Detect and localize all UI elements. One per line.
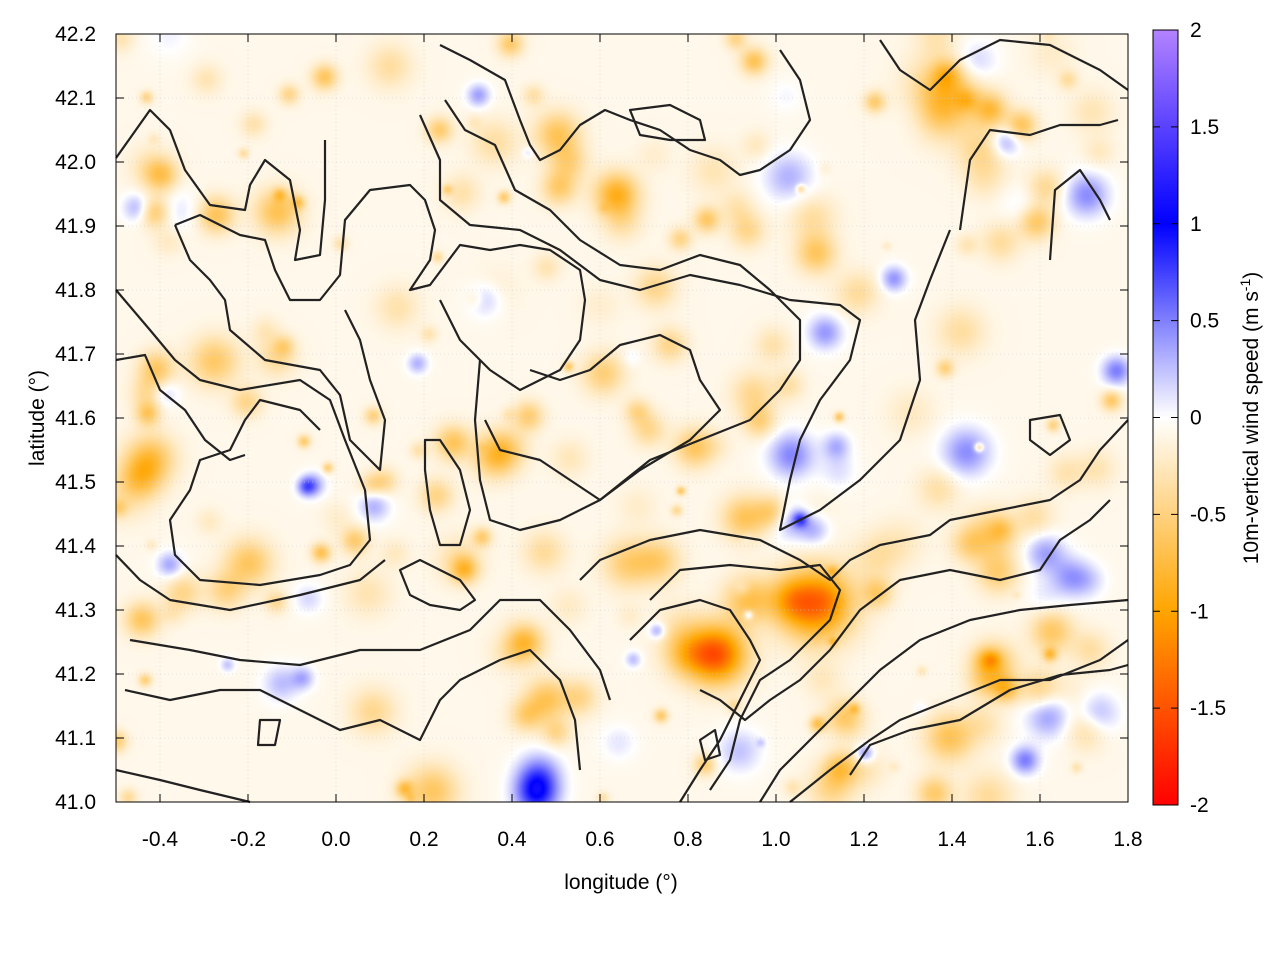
colorbar-tick-label: 0.5 (1190, 310, 1219, 333)
contour-line (115, 768, 251, 804)
y-tick-label: 42.1 (55, 87, 96, 110)
x-tick-label: 0.0 (321, 828, 350, 851)
x-tick-label: 1.6 (1025, 828, 1054, 851)
x-tick-label: -0.2 (230, 828, 266, 851)
colorbar-tick-label: -2 (1190, 794, 1209, 817)
y-tick-label: 41.0 (55, 791, 96, 814)
colorbar-tick-label: -1 (1190, 600, 1209, 623)
contour-line (115, 353, 246, 462)
y-tick-label: 42.0 (55, 151, 96, 174)
colorbar-tick-label: 2 (1190, 19, 1202, 42)
contour-line (115, 108, 327, 262)
colorbar-tick-label: -1.5 (1190, 697, 1226, 720)
y-tick-label: 41.9 (55, 215, 96, 238)
y-tick-label: 41.1 (55, 727, 96, 750)
y-tick-label: 41.5 (55, 471, 96, 494)
colorbar-tick-label: 0 (1190, 407, 1202, 430)
x-axis-label: longitude (°) (564, 871, 677, 894)
colorbar-ticks: 2 1.5 1 0.5 0 -0.5 -1 -1.5 -2 (1153, 19, 1226, 817)
x-tick-label: 0.4 (497, 828, 527, 851)
x-tick-label: 1.0 (761, 828, 790, 851)
contour-line (174, 183, 587, 392)
contour-line (849, 663, 1129, 776)
contour-line (398, 558, 477, 612)
y-tick-label: 41.4 (55, 535, 96, 558)
contour-line (1028, 413, 1072, 457)
contour-line (256, 718, 282, 747)
colorbar-label-end: ) (1240, 272, 1263, 279)
colorbar-tick-label: 1 (1190, 213, 1202, 236)
y-tick-label: 41.3 (55, 599, 96, 622)
colorbar-label-main: 10m-vertical wind speed (m s (1240, 291, 1263, 564)
contour-line (423, 438, 472, 547)
y-tick-label: 41.8 (55, 279, 96, 302)
y-tick-label: 42.2 (55, 23, 96, 46)
y-axis: 41.0 41.1 41.2 41.3 41.4 41.5 41.6 41.7 41.8 41.9… (55, 23, 1128, 814)
contour-line (1048, 168, 1111, 261)
contour-line (649, 563, 842, 791)
y-axis-label: latitude (°) (26, 370, 49, 466)
x-tick-label: 0.6 (585, 828, 614, 851)
contour-line (628, 103, 707, 142)
y-tick-label: 41.2 (55, 663, 96, 686)
contour-line (759, 598, 1129, 803)
contour-line (958, 118, 1119, 231)
contour-line (579, 419, 1129, 582)
contour-line (789, 639, 1129, 803)
contour-line (879, 38, 1129, 92)
contour-line (484, 333, 722, 502)
y-tick-label: 41.7 (55, 343, 96, 366)
contour-line (444, 99, 802, 532)
colorbar-label: 10m-vertical wind speed (m s-1) (1237, 272, 1263, 565)
x-axis: -0.4 -0.2 0.0 0.2 0.4 0.6 0.8 1.0 1.2 1.4 1.6 1.8 (142, 34, 1143, 851)
x-tick-label: 1.4 (937, 828, 967, 851)
contour-line (173, 224, 387, 472)
contour-line (699, 499, 1111, 722)
y-tick-label: 41.6 (55, 407, 96, 430)
x-tick-label: 1.2 (849, 828, 878, 851)
contour-lines (115, 38, 1129, 804)
x-tick-label: 0.8 (673, 828, 702, 851)
x-tick-label: 1.8 (1113, 828, 1142, 851)
x-tick-label: 0.2 (409, 828, 438, 851)
contour-line (698, 728, 722, 762)
x-tick-label: -0.4 (142, 828, 179, 851)
contour-line (629, 598, 762, 803)
contour-line (439, 44, 812, 177)
colorbar-tick-label: -0.5 (1190, 503, 1226, 526)
contour-line (418, 114, 952, 532)
colorbar-tick-label: 1.5 (1190, 116, 1219, 139)
contour-line (115, 289, 372, 587)
contour-line (124, 648, 582, 771)
contour-line (129, 598, 612, 701)
contour-line (115, 554, 386, 612)
colorbar-label-sup: -1 (1237, 279, 1253, 292)
